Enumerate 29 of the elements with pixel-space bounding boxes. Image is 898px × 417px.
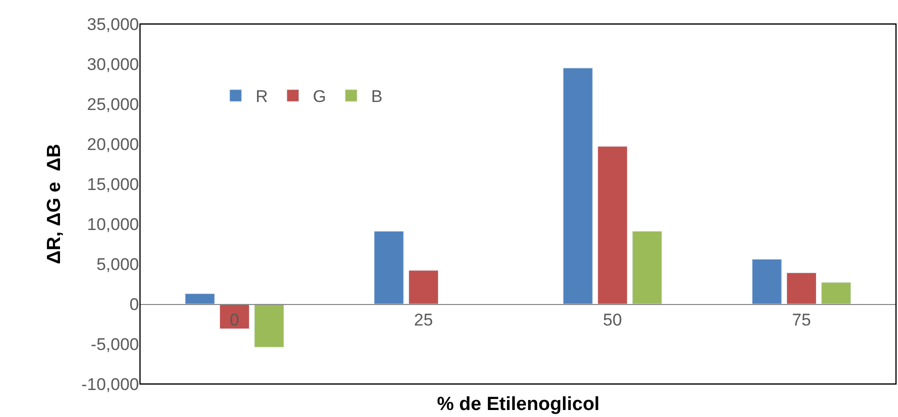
bar [752, 258, 782, 304]
legend-label: B [371, 87, 382, 106]
bar [786, 272, 816, 304]
y-tick-label: 0 [130, 294, 139, 314]
x-tick-label: 75 [792, 310, 811, 330]
x-tick-label: 0 [230, 310, 240, 330]
y-tick-label: 20,000 [87, 134, 139, 154]
y-tick-label: -10,000 [81, 374, 139, 394]
bar [408, 270, 438, 304]
y-tick-label: 10,000 [87, 214, 139, 234]
x-tick-label: 25 [414, 310, 433, 330]
bar [184, 293, 215, 304]
bar [632, 230, 662, 304]
x-tick-label: 50 [603, 310, 622, 330]
y-axis-title: ΔR, ΔG e ΔB [44, 144, 66, 264]
bar [821, 282, 852, 304]
bar [562, 68, 593, 304]
y-tick-label: 5,000 [96, 254, 139, 274]
y-tick-label: 30,000 [87, 54, 139, 74]
bar [598, 146, 628, 304]
bar [254, 304, 284, 348]
y-tick-label: 15,000 [87, 174, 139, 194]
y-tick-label: 25,000 [87, 94, 139, 114]
legend-label: R [256, 87, 268, 106]
y-tick-label: 35,000 [87, 14, 139, 34]
y-tick-label: -5,000 [90, 334, 139, 354]
x-axis-title: % de Etilenoglicol [437, 394, 600, 415]
bar [374, 230, 404, 304]
legend-label: G [312, 87, 326, 106]
